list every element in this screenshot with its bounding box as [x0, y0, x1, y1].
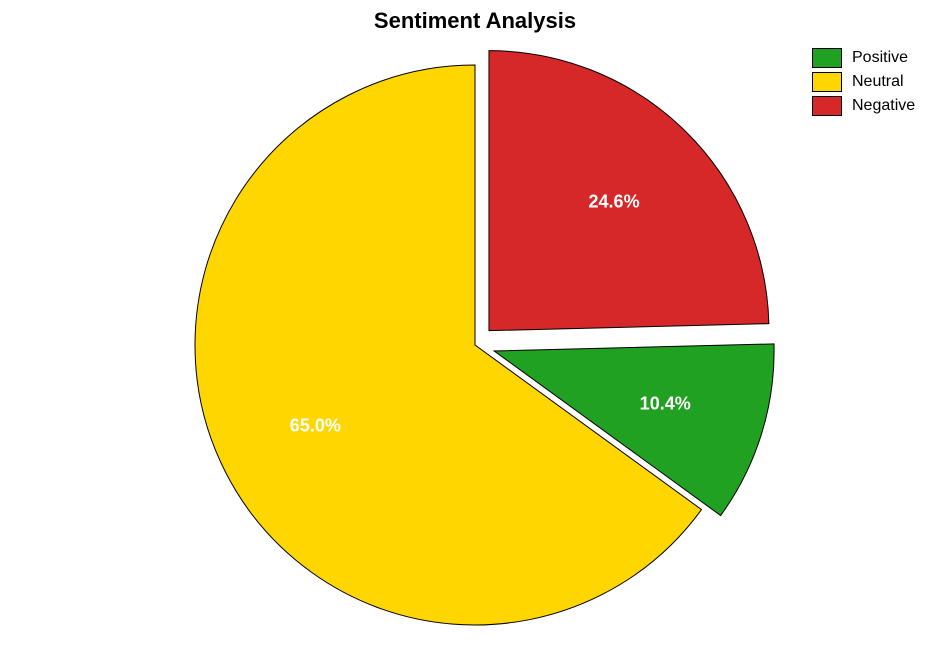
- pie-chart: [0, 0, 950, 662]
- legend: Positive Neutral Negative: [812, 48, 915, 120]
- pie-label-neutral: 65.0%: [290, 416, 341, 437]
- legend-swatch: [812, 48, 842, 68]
- pie-label-negative: 24.6%: [589, 192, 640, 213]
- legend-item-neutral: Neutral: [812, 72, 915, 92]
- legend-swatch: [812, 72, 842, 92]
- chart-container: Sentiment Analysis PositiveNeutralNegati…: [0, 0, 950, 662]
- pie-label-positive: 10.4%: [640, 394, 691, 415]
- legend-label: Positive: [852, 49, 908, 67]
- legend-swatch: [812, 96, 842, 116]
- legend-label: Neutral: [852, 73, 904, 91]
- legend-item-negative: Negative: [812, 96, 915, 116]
- legend-label: Negative: [852, 97, 915, 115]
- legend-item-positive: Positive: [812, 48, 915, 68]
- pie-slice-negative: [489, 51, 769, 331]
